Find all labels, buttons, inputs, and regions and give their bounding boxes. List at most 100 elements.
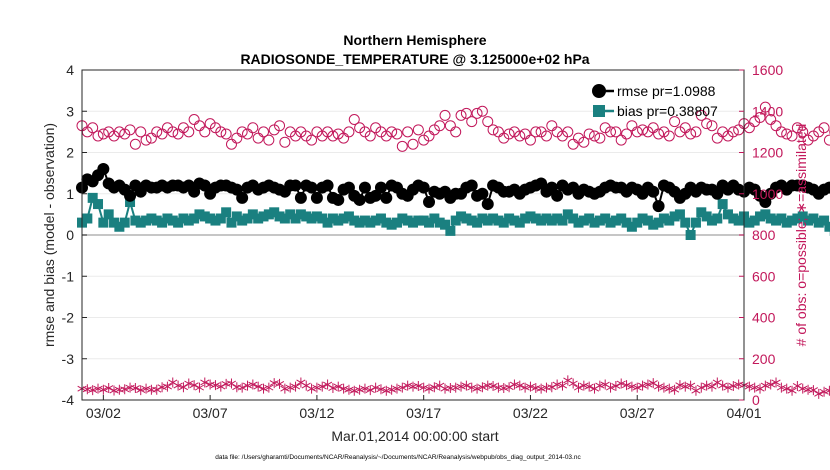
assimilated-obs-point	[104, 383, 114, 394]
rmse-point	[97, 163, 110, 175]
assimilated-obs-point	[397, 382, 407, 393]
x-tick-label: 04/01	[726, 405, 761, 421]
series-assimilated-obs	[77, 375, 830, 399]
possible-obs-point	[471, 107, 483, 119]
assimilated-obs-point	[184, 378, 194, 389]
bias-point	[93, 199, 104, 210]
assimilated-obs-point	[659, 382, 669, 393]
assimilated-obs-point	[376, 384, 386, 395]
bias-point	[520, 213, 531, 224]
assimilated-obs-point	[771, 377, 781, 388]
bias-point	[82, 213, 93, 224]
assimilated-obs-point	[808, 385, 818, 396]
right-tick-label: 1600	[752, 62, 783, 78]
assimilated-obs-point	[413, 380, 423, 391]
left-tick-label: -1	[62, 268, 75, 284]
possible-obs-point	[487, 124, 499, 136]
plot-area: 4 3 2 1 0 -1 -2 -3 -4 1600 1400 1200 1000 800 600 400 2…	[62, 62, 830, 421]
rmse-point	[374, 181, 387, 194]
bias-point	[696, 207, 707, 218]
rmse-point	[417, 181, 430, 194]
possible-obs-point	[695, 109, 707, 121]
left-tick-label: -3	[62, 351, 75, 367]
series-rmse	[76, 163, 830, 213]
assimilated-obs-point	[664, 383, 674, 394]
assimilated-obs-point	[306, 383, 317, 394]
right-tick-label: 800	[752, 227, 776, 243]
assimilated-obs-point	[349, 385, 359, 396]
bias-point	[594, 215, 605, 226]
assimilated-obs-point	[280, 383, 290, 394]
assimilated-obs-point	[525, 381, 536, 392]
assimilated-obs-point	[200, 377, 210, 388]
bias-point	[477, 213, 488, 224]
right-axis-ticks: 1600 1400 1200 1000 800 600 400 200 0	[739, 62, 783, 408]
assimilated-obs-point	[824, 385, 830, 396]
bias-point	[440, 219, 451, 230]
possible-obs-point	[610, 126, 622, 138]
possible-obs-point	[594, 132, 606, 144]
possible-obs-point	[183, 126, 195, 138]
bias-point	[674, 209, 685, 220]
assimilated-obs-point	[760, 380, 770, 391]
assimilated-obs-point	[718, 380, 728, 391]
bias-point	[349, 215, 360, 226]
y-axis-right-label: # of obs: o=possible; ∗=assimilated	[793, 124, 809, 347]
possible-obs-point	[605, 126, 617, 138]
possible-obs-point	[220, 128, 232, 140]
possible-obs-point	[818, 122, 830, 134]
bias-point	[771, 215, 782, 226]
possible-obs-point	[386, 126, 398, 138]
possible-obs-point	[578, 136, 590, 148]
rmse-point	[423, 196, 436, 208]
x-tick-label: 03/12	[299, 405, 334, 421]
assimilated-obs-point	[488, 380, 498, 391]
bias-point	[98, 217, 109, 228]
bias-point	[359, 215, 370, 226]
assimilated-obs-point	[285, 382, 295, 393]
possible-obs-point	[167, 126, 179, 138]
possible-obs-point	[823, 134, 830, 146]
assimilated-obs-point	[557, 380, 568, 391]
assimilated-obs-point	[680, 381, 690, 392]
bias-point	[365, 217, 376, 228]
bias-point	[306, 213, 317, 224]
possible-obs-point	[727, 126, 739, 138]
bias-point	[87, 192, 98, 203]
bias-point	[162, 213, 173, 224]
possible-obs-point	[306, 134, 318, 146]
bias-point	[327, 213, 338, 224]
assimilated-obs-point	[595, 380, 605, 391]
bias-point	[391, 217, 402, 228]
right-tick-label: 0	[752, 392, 760, 408]
assimilated-obs-point	[515, 380, 525, 391]
possible-obs-point	[460, 107, 472, 119]
assimilated-obs-point	[424, 383, 434, 394]
bias-point	[258, 211, 269, 222]
possible-obs-point	[621, 128, 633, 140]
bias-point	[317, 213, 328, 224]
x-axis-ticks: 03/02 03/07 03/12 03/17 03/22 03/27 04/01	[86, 395, 762, 421]
bias-point	[119, 217, 130, 228]
bias-point	[167, 215, 178, 226]
assimilated-obs-point	[141, 383, 151, 394]
bias-point	[637, 213, 648, 224]
assimilated-obs-point	[226, 378, 237, 389]
x-axis-label: Mar.01,2014 00:00:00 start	[331, 428, 498, 444]
assimilated-obs-point	[258, 383, 269, 394]
rmse-point	[358, 181, 371, 194]
rmse-point	[823, 181, 830, 194]
possible-obs-point	[701, 118, 713, 130]
bias-point	[552, 213, 563, 224]
bias-point	[226, 217, 237, 228]
rmse-point	[305, 181, 318, 194]
bias-point	[322, 217, 333, 228]
bias-point	[610, 215, 621, 226]
assimilated-obs-point	[264, 382, 274, 393]
bias-point	[530, 213, 541, 224]
assimilated-obs-point	[456, 381, 466, 392]
bias-point	[445, 225, 456, 236]
bias-point	[408, 217, 418, 228]
bias-point	[381, 217, 392, 228]
assimilated-obs-point	[371, 382, 381, 393]
